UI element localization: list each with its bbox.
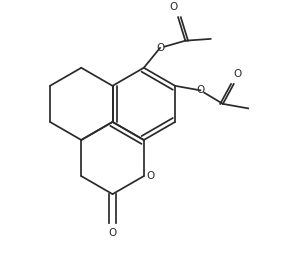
- Text: O: O: [196, 85, 204, 95]
- Text: O: O: [170, 2, 178, 12]
- Text: O: O: [147, 171, 155, 181]
- Text: O: O: [156, 43, 164, 53]
- Text: O: O: [108, 228, 117, 238]
- Text: O: O: [233, 69, 241, 79]
